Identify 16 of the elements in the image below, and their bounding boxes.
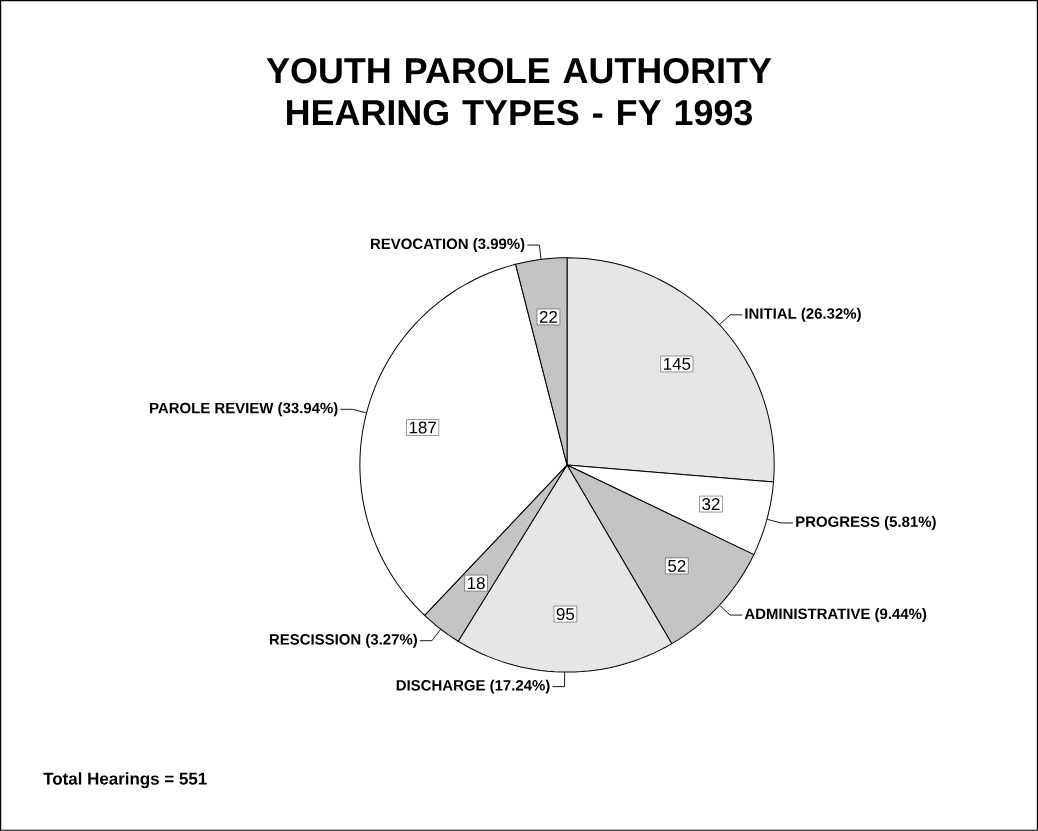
slice-label: REVOCATION (3.99%) xyxy=(370,238,525,253)
data-label: 145 xyxy=(663,358,691,370)
chart-title: YOUTH PAROLE AUTHORITY HEARING TYPES - FY 1993 xyxy=(266,58,772,126)
slice-label: PROGRESS (5.81%) xyxy=(796,516,936,531)
data-label: 32 xyxy=(702,498,720,511)
slice-label: RESCISSION (3.27%) xyxy=(269,633,417,648)
data-label: 52 xyxy=(668,560,686,573)
slice-label: DISCHARGE (17.24%) xyxy=(396,679,550,694)
data-label: 95 xyxy=(556,608,575,621)
data-label: 187 xyxy=(409,421,436,434)
data-label: 18 xyxy=(467,577,485,590)
text: Total Hearings = 551 xyxy=(43,772,207,789)
slice-label: PAROLE REVIEW (33.94%) xyxy=(150,402,338,417)
data-label: 22 xyxy=(539,311,557,323)
slice-label: ADMINISTRATIVE (9.44%) xyxy=(744,608,927,623)
slice-label: INITIAL (26.32%) xyxy=(745,307,861,322)
